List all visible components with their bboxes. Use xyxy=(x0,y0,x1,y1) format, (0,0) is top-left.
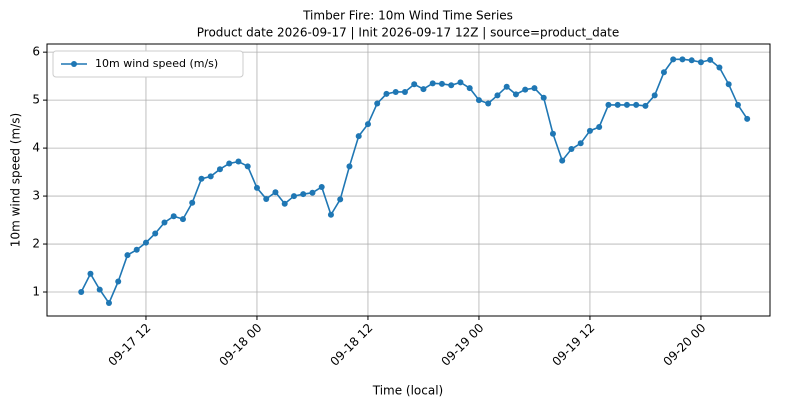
x-tick-label: 09-19 00 xyxy=(438,321,486,369)
data-point xyxy=(734,101,741,108)
data-point xyxy=(133,246,140,253)
data-point xyxy=(87,270,94,277)
data-point xyxy=(170,213,177,220)
data-point xyxy=(392,88,399,95)
data-point xyxy=(586,127,593,134)
y-axis-label: 10m wind speed (m/s) xyxy=(9,113,23,247)
chart-subtitle: Product date 2026-09-17 | Init 2026-09-1… xyxy=(197,26,620,40)
x-tick-label: 09-17 12 xyxy=(106,321,154,369)
data-point xyxy=(596,123,603,130)
data-point xyxy=(281,200,288,207)
y-tick-label: 6 xyxy=(32,45,40,59)
data-point xyxy=(475,97,482,104)
data-point xyxy=(688,57,695,64)
data-point xyxy=(485,100,492,107)
data-point xyxy=(429,80,436,87)
data-point xyxy=(105,300,112,307)
data-point xyxy=(679,56,686,63)
data-point xyxy=(374,100,381,107)
data-point xyxy=(346,163,353,170)
series-line xyxy=(80,58,748,305)
y-tick-label: 5 xyxy=(32,93,40,107)
x-tick-label: 09-18 12 xyxy=(328,321,376,369)
data-point xyxy=(152,230,159,237)
data-point xyxy=(568,146,575,153)
data-point xyxy=(670,56,677,63)
data-point xyxy=(642,102,649,109)
legend-label: 10m wind speed (m/s) xyxy=(95,57,218,70)
data-point xyxy=(253,184,260,191)
data-point xyxy=(364,121,371,128)
data-point xyxy=(272,189,279,196)
data-point xyxy=(420,86,427,93)
data-point xyxy=(198,175,205,182)
data-point xyxy=(96,286,103,293)
data-point xyxy=(559,157,566,164)
data-point xyxy=(438,80,445,87)
legend-marker xyxy=(71,61,77,67)
data-point xyxy=(744,115,751,122)
data-point xyxy=(466,85,473,92)
data-point xyxy=(244,163,251,170)
data-point xyxy=(651,92,658,99)
data-point xyxy=(189,199,196,206)
y-tick-label: 1 xyxy=(32,285,40,299)
data-point xyxy=(605,101,612,108)
data-point xyxy=(401,88,408,95)
data-point xyxy=(161,219,168,226)
data-point xyxy=(263,195,270,202)
plot-frame xyxy=(46,43,771,317)
data-point xyxy=(549,130,556,137)
data-point xyxy=(309,189,316,196)
data-point xyxy=(226,160,233,167)
data-point xyxy=(522,86,529,93)
y-tick-label: 2 xyxy=(32,237,40,251)
data-point xyxy=(300,191,307,198)
x-tick-label: 09-19 12 xyxy=(549,321,597,369)
data-point xyxy=(494,92,501,99)
data-point xyxy=(411,81,418,88)
data-point xyxy=(327,211,334,218)
data-point xyxy=(614,101,621,108)
data-point xyxy=(633,101,640,108)
y-tick-label: 4 xyxy=(32,141,40,155)
x-axis-label: Time (local) xyxy=(372,384,444,398)
data-point xyxy=(115,278,122,285)
data-point xyxy=(531,85,538,92)
data-point xyxy=(216,166,223,173)
data-point xyxy=(235,158,242,165)
data-point xyxy=(337,196,344,203)
x-tick-label: 09-20 00 xyxy=(660,321,708,369)
data-point xyxy=(290,193,297,200)
data-point xyxy=(207,173,214,180)
data-point xyxy=(383,90,390,97)
data-point xyxy=(142,239,149,246)
data-point xyxy=(623,101,630,108)
legend-box xyxy=(52,50,244,78)
data-point xyxy=(448,82,455,89)
legend: 10m wind speed (m/s) xyxy=(52,50,244,78)
chart-title: Timber Fire: 10m Wind Time Series xyxy=(302,9,513,23)
data-point xyxy=(355,133,362,140)
data-point xyxy=(577,140,584,147)
data-point xyxy=(725,81,732,88)
data-point xyxy=(318,183,325,190)
x-tick-label: 09-18 00 xyxy=(217,321,265,369)
data-point xyxy=(697,59,704,66)
data-point xyxy=(707,56,714,63)
data-point xyxy=(660,69,667,76)
data-point xyxy=(179,216,186,223)
data-point xyxy=(124,252,131,259)
data-point xyxy=(540,94,547,101)
data-point xyxy=(457,79,464,86)
data-point xyxy=(716,64,723,71)
data-point xyxy=(503,83,510,90)
y-tick-label: 3 xyxy=(32,189,40,203)
data-point xyxy=(512,91,519,98)
data-point xyxy=(78,289,85,296)
